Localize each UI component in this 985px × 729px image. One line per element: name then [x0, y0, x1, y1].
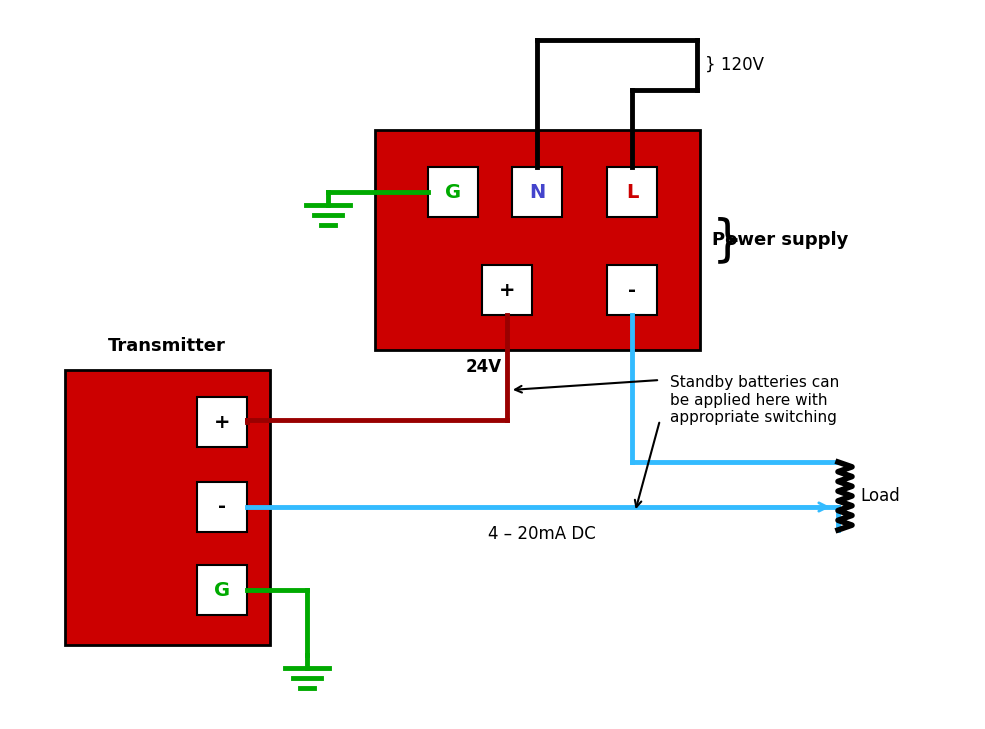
Text: L: L — [625, 182, 638, 201]
Text: G: G — [214, 580, 230, 599]
Text: } 120V: } 120V — [705, 56, 764, 74]
Text: Transmitter: Transmitter — [108, 337, 226, 355]
Bar — [197, 565, 247, 615]
Bar — [512, 167, 562, 217]
Text: 4 – 20mA DC: 4 – 20mA DC — [489, 525, 596, 543]
Text: 24V: 24V — [466, 358, 502, 376]
Bar — [65, 370, 270, 645]
Bar — [607, 265, 657, 315]
Text: -: - — [218, 497, 226, 517]
Text: Power supply: Power supply — [712, 231, 848, 249]
Bar — [607, 167, 657, 217]
Text: -: - — [628, 281, 636, 300]
Bar — [428, 167, 478, 217]
Text: +: + — [214, 413, 230, 432]
Bar — [197, 397, 247, 447]
Text: N: N — [529, 182, 545, 201]
Text: }: } — [712, 216, 744, 264]
Text: G: G — [445, 182, 461, 201]
Text: +: + — [498, 281, 515, 300]
Text: Load: Load — [860, 487, 899, 505]
Bar — [197, 482, 247, 532]
Bar — [482, 265, 532, 315]
Bar — [375, 130, 700, 350]
Text: Standby batteries can
be applied here with
appropriate switching: Standby batteries can be applied here wi… — [670, 375, 839, 425]
